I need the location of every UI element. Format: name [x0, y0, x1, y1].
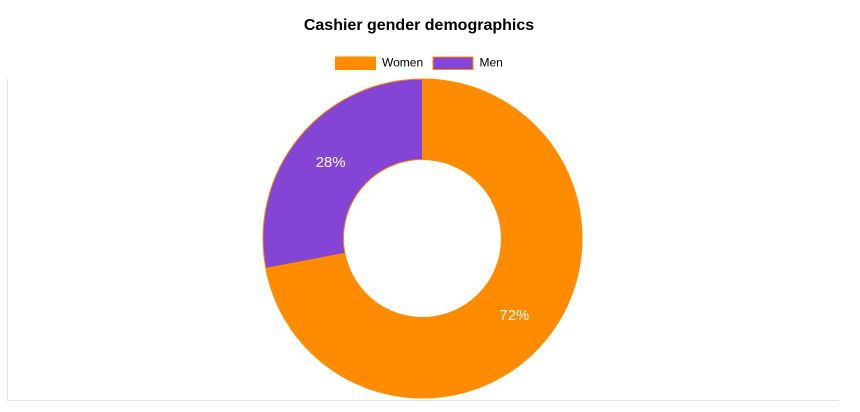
svg-text:Women: Women — [382, 56, 423, 70]
svg-text:72%: 72% — [499, 307, 529, 324]
svg-text:Men: Men — [480, 56, 503, 70]
svg-text:28%: 28% — [316, 154, 346, 171]
svg-text:Cashier gender demographics: Cashier gender demographics — [304, 17, 534, 34]
